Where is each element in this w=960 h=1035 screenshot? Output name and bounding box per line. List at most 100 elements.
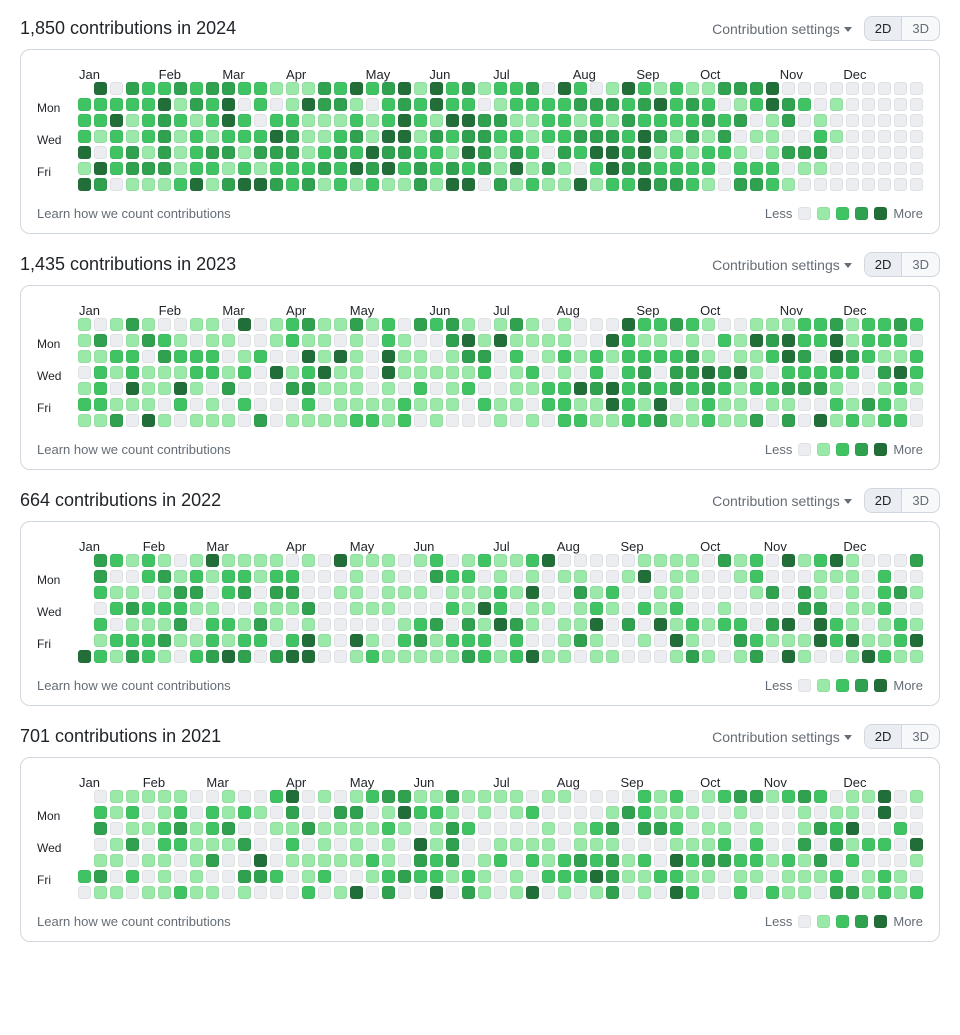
contribution-cell[interactable] xyxy=(478,414,491,427)
contribution-cell[interactable] xyxy=(398,366,411,379)
contribution-cell[interactable] xyxy=(206,162,219,175)
contribution-cell[interactable] xyxy=(734,790,747,803)
contribution-cell[interactable] xyxy=(398,650,411,663)
contribution-cell[interactable] xyxy=(142,334,155,347)
contribution-cell[interactable] xyxy=(126,114,139,127)
contribution-cell[interactable] xyxy=(558,82,571,95)
contribution-cell[interactable] xyxy=(814,318,827,331)
contribution-cell[interactable] xyxy=(686,602,699,615)
contribution-cell[interactable] xyxy=(366,870,379,883)
contribution-cell[interactable] xyxy=(190,382,203,395)
contribution-cell[interactable] xyxy=(654,806,667,819)
contribution-cell[interactable] xyxy=(638,586,651,599)
contribution-cell[interactable] xyxy=(318,822,331,835)
contribution-cell[interactable] xyxy=(558,618,571,631)
contribution-cell[interactable] xyxy=(94,162,107,175)
contribution-cell[interactable] xyxy=(766,554,779,567)
contribution-cell[interactable] xyxy=(558,350,571,363)
contribution-cell[interactable] xyxy=(174,602,187,615)
contribution-cell[interactable] xyxy=(782,318,795,331)
contribution-cell[interactable] xyxy=(414,602,427,615)
contribution-cell[interactable] xyxy=(430,350,443,363)
contribution-cell[interactable] xyxy=(606,398,619,411)
contribution-cell[interactable] xyxy=(78,650,91,663)
contribution-cell[interactable] xyxy=(606,854,619,867)
contribution-cell[interactable] xyxy=(846,586,859,599)
contribution-cell[interactable] xyxy=(302,382,315,395)
contribution-cell[interactable] xyxy=(430,806,443,819)
contribution-cell[interactable] xyxy=(206,618,219,631)
contribution-cell[interactable] xyxy=(398,854,411,867)
contribution-cell[interactable] xyxy=(542,618,555,631)
contribution-cell[interactable] xyxy=(574,838,587,851)
contribution-cell[interactable] xyxy=(606,366,619,379)
contribution-cell[interactable] xyxy=(94,82,107,95)
contribution-cell[interactable] xyxy=(798,114,811,127)
contribution-cell[interactable] xyxy=(894,806,907,819)
contribution-cell[interactable] xyxy=(270,870,283,883)
contribution-cell[interactable] xyxy=(734,838,747,851)
contribution-cell[interactable] xyxy=(478,806,491,819)
contribution-cell[interactable] xyxy=(254,886,267,899)
contribution-cell[interactable] xyxy=(414,82,427,95)
contribution-cell[interactable] xyxy=(478,130,491,143)
contribution-cell[interactable] xyxy=(622,334,635,347)
contribution-cell[interactable] xyxy=(862,634,875,647)
contribution-cell[interactable] xyxy=(766,618,779,631)
contribution-cell[interactable] xyxy=(94,398,107,411)
contribution-cell[interactable] xyxy=(542,650,555,663)
contribution-cell[interactable] xyxy=(574,634,587,647)
contribution-cell[interactable] xyxy=(254,82,267,95)
contribution-cell[interactable] xyxy=(222,366,235,379)
contribution-cell[interactable] xyxy=(142,838,155,851)
contribution-cell[interactable] xyxy=(894,570,907,583)
contribution-cell[interactable] xyxy=(206,838,219,851)
contribution-cell[interactable] xyxy=(590,790,603,803)
contribution-cell[interactable] xyxy=(254,854,267,867)
contribution-cell[interactable] xyxy=(734,414,747,427)
contribution-cell[interactable] xyxy=(766,854,779,867)
contribution-cell[interactable] xyxy=(894,98,907,111)
contribution-cell[interactable] xyxy=(286,414,299,427)
contribution-cell[interactable] xyxy=(830,98,843,111)
contribution-cell[interactable] xyxy=(734,634,747,647)
contribution-cell[interactable] xyxy=(862,854,875,867)
contribution-cell[interactable] xyxy=(158,650,171,663)
contribution-cell[interactable] xyxy=(478,838,491,851)
contribution-cell[interactable] xyxy=(302,98,315,111)
contribution-cell[interactable] xyxy=(670,886,683,899)
contribution-cell[interactable] xyxy=(78,318,91,331)
contribution-cell[interactable] xyxy=(590,854,603,867)
contribution-cell[interactable] xyxy=(78,414,91,427)
contribution-cell[interactable] xyxy=(206,146,219,159)
contribution-cell[interactable] xyxy=(382,398,395,411)
contribution-cell[interactable] xyxy=(174,822,187,835)
contribution-cell[interactable] xyxy=(366,570,379,583)
contribution-cell[interactable] xyxy=(574,414,587,427)
contribution-cell[interactable] xyxy=(110,318,123,331)
contribution-cell[interactable] xyxy=(910,130,923,143)
contribution-cell[interactable] xyxy=(398,98,411,111)
contribution-cell[interactable] xyxy=(302,554,315,567)
contribution-cell[interactable] xyxy=(430,838,443,851)
contribution-cell[interactable] xyxy=(622,806,635,819)
contribution-cell[interactable] xyxy=(222,870,235,883)
contribution-cell[interactable] xyxy=(78,586,91,599)
contribution-cell[interactable] xyxy=(462,790,475,803)
contribution-cell[interactable] xyxy=(798,790,811,803)
contribution-cell[interactable] xyxy=(462,414,475,427)
contribution-cell[interactable] xyxy=(174,98,187,111)
contribution-cell[interactable] xyxy=(718,414,731,427)
contribution-cell[interactable] xyxy=(110,98,123,111)
contribution-cell[interactable] xyxy=(126,806,139,819)
contribution-cell[interactable] xyxy=(142,870,155,883)
contribution-cell[interactable] xyxy=(718,854,731,867)
contribution-cell[interactable] xyxy=(542,854,555,867)
contribution-cell[interactable] xyxy=(814,838,827,851)
contribution-cell[interactable] xyxy=(510,98,523,111)
contribution-cell[interactable] xyxy=(638,634,651,647)
contribution-cell[interactable] xyxy=(718,178,731,191)
contribution-cell[interactable] xyxy=(222,178,235,191)
contribution-cell[interactable] xyxy=(606,870,619,883)
contribution-cell[interactable] xyxy=(606,130,619,143)
